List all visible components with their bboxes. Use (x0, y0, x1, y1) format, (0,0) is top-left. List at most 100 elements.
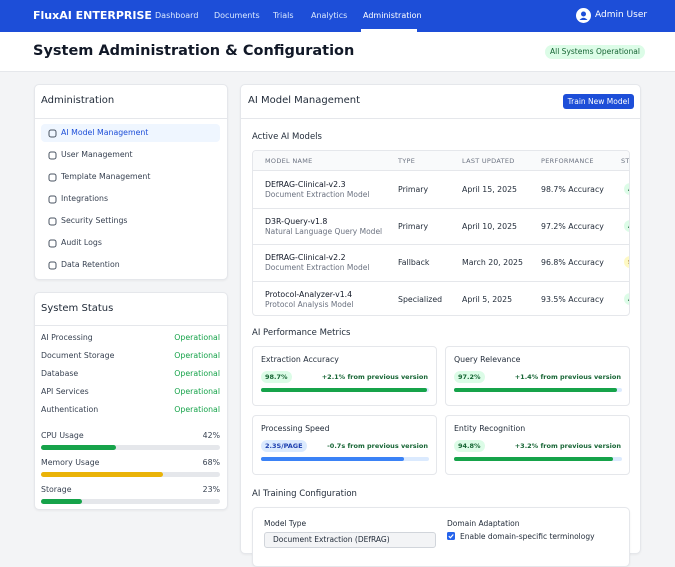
column-header: TYPE (398, 157, 416, 165)
usage-value: 68% (202, 458, 220, 467)
model-performance: 96.8% Accuracy (541, 258, 604, 267)
models-table: MODEL NAME TYPE LAST UPDATED PERFORMANCE STA… (252, 150, 630, 316)
nav-link[interactable]: Administration (363, 11, 422, 20)
menu-icon (48, 173, 57, 182)
avatar-icon[interactable] (576, 8, 591, 23)
status-badge: All Systems Operational (545, 45, 645, 59)
service-name: Document Storage (41, 351, 115, 360)
metric-name: Extraction Accuracy (261, 355, 339, 364)
row-divider (253, 280, 629, 282)
usage-bar (41, 499, 83, 504)
model-updated: April 10, 2025 (462, 221, 518, 231)
page-title: System Administration & Configuration (33, 43, 355, 59)
nav-underline (361, 29, 417, 32)
user-name[interactable]: Admin User (595, 10, 648, 20)
status-pill: Active (624, 183, 629, 195)
menu-icon (48, 129, 57, 138)
column-header: LAST UPDATED (462, 157, 515, 165)
section-title: AI Performance Metrics (252, 328, 351, 338)
menu-item[interactable]: Integrations (61, 194, 109, 203)
field-label: Domain Adaptation (447, 519, 520, 528)
metric-change: +2.1% from previous version (321, 373, 428, 381)
metric-name: Query Relevance (454, 355, 521, 364)
train-button[interactable]: Train New Model (563, 94, 634, 109)
nav-link[interactable]: Trials (273, 11, 294, 20)
model-type: Specialized (398, 294, 443, 304)
checkbox-label[interactable]: Enable domain-specific terminology (460, 532, 595, 541)
metric-change: +3.2% from previous version (514, 442, 621, 450)
status-pill: Active (624, 292, 629, 305)
brand[interactable]: FluxAI ENTERPRISE (33, 9, 152, 22)
column-header: PERFORMANCE (541, 157, 594, 165)
menu-icon (48, 195, 57, 204)
metric-badge: 94.8% (454, 440, 485, 452)
field-label: Model Type (264, 519, 307, 528)
status-pill: Active (624, 219, 629, 232)
status-title: System Status (41, 303, 114, 314)
menu-item[interactable]: Audit Logs (61, 238, 102, 247)
service-name: API Services (41, 387, 89, 396)
metric-card: Processing Speed 2.3S/PAGE -0.7s from prev… (252, 415, 437, 475)
divider (241, 118, 640, 119)
metric-card: Extraction Accuracy 98.7% +2.1% from previ… (252, 346, 437, 406)
menu-item[interactable]: AI Model Management (61, 128, 149, 137)
metric-bar (454, 457, 614, 461)
service-state: Operational (174, 369, 220, 378)
menu-icon (48, 261, 57, 270)
metric-change: -0.7s from previous version (327, 442, 428, 450)
nav-link[interactable]: Documents (214, 11, 260, 20)
checkbox[interactable] (447, 532, 455, 540)
model-updated: April 5, 2025 (462, 294, 513, 304)
service-state: Operational (174, 405, 220, 414)
usage-bar (41, 472, 163, 477)
menu-item[interactable]: Security Settings (61, 216, 128, 225)
metric-card: Query Relevance 97.2% +1.4% from previous … (445, 346, 630, 406)
metric-name: Processing Speed (261, 424, 330, 433)
service-name: Authentication (41, 405, 99, 414)
metric-bar (454, 388, 618, 392)
metric-bar (261, 457, 404, 461)
usage-name: CPU Usage (41, 431, 84, 440)
main-title: AI Model Management (248, 95, 361, 106)
active-item-bg (41, 124, 220, 142)
row-divider (253, 244, 629, 245)
model-name: D3R-Query-v1.8 (265, 216, 328, 226)
model-updated: March 20, 2025 (462, 258, 523, 267)
model-name: DEfRAG-Clinical-v2.3 (265, 180, 346, 189)
metric-name: Entity Recognition (454, 424, 526, 433)
sidebar-title: Administration (41, 95, 115, 106)
service-name: AI Processing (41, 333, 93, 342)
model-performance: 97.2% Accuracy (541, 221, 604, 231)
model-select[interactable]: Document Extraction (DEfRAG) (264, 532, 436, 548)
model-type: Primary (398, 185, 429, 194)
table-header (253, 151, 629, 171)
service-state: Operational (174, 387, 220, 396)
model-desc: Natural Language Query Model (265, 226, 383, 236)
usage-value: 23% (202, 485, 220, 494)
usage-name: Memory Usage (41, 458, 100, 467)
usage-track (41, 499, 220, 504)
column-header: STATUS (621, 157, 630, 165)
menu-item[interactable]: Template Management (61, 172, 151, 181)
model-type: Fallback (398, 258, 430, 267)
menu-icon (48, 239, 57, 248)
menu-icon (48, 217, 57, 226)
model-desc: Protocol Analysis Model (265, 299, 354, 309)
metric-bar (261, 388, 427, 392)
metric-card: Entity Recognition 94.8% +3.2% from previo… (445, 415, 630, 475)
menu-item[interactable]: User Management (61, 150, 133, 159)
menu-icon (48, 151, 57, 160)
menu-item[interactable]: Data Retention (61, 260, 120, 269)
nav-link[interactable]: Analytics (311, 11, 348, 20)
model-name: DEfRAG-Clinical-v2.2 (265, 253, 346, 262)
model-performance: 93.5% Accuracy (541, 294, 604, 304)
column-header: MODEL NAME (265, 157, 313, 165)
usage-track (41, 445, 220, 450)
model-updated: April 15, 2025 (462, 185, 518, 194)
model-name: Protocol-Analyzer-v1.4 (265, 289, 353, 299)
usage-bar (41, 445, 117, 450)
nav-link[interactable]: Dashboard (155, 11, 199, 20)
model-desc: Document Extraction Model (265, 263, 370, 272)
model-performance: 98.7% Accuracy (541, 185, 604, 194)
